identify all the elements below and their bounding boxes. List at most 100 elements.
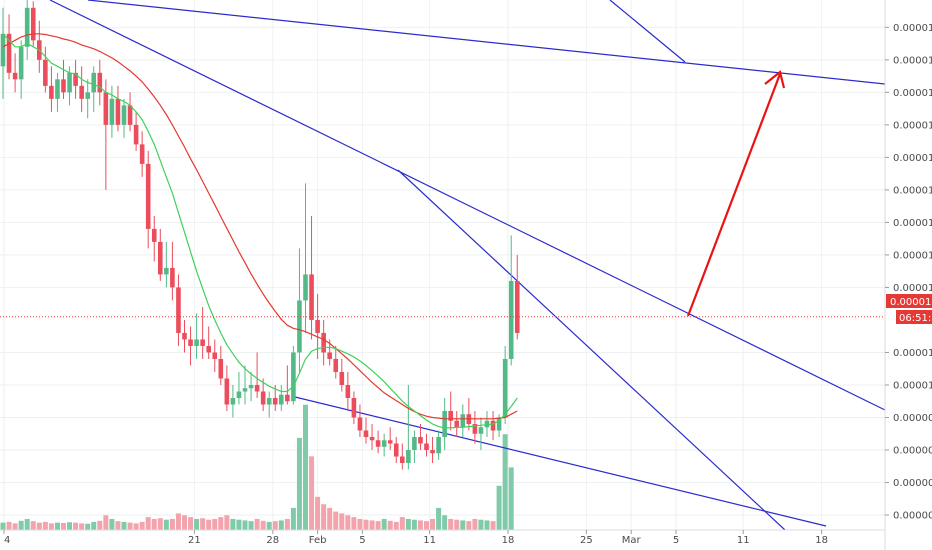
candle-body [254, 384, 260, 392]
candle-body [375, 440, 381, 447]
volume-bar [0, 522, 6, 530]
volume-bar [417, 520, 423, 530]
candle-body [490, 420, 496, 431]
candle [182, 319, 187, 353]
volume-bar [411, 519, 417, 530]
volume-bar [224, 515, 230, 530]
candle [351, 391, 357, 424]
candle [472, 410, 478, 444]
candle [400, 443, 405, 470]
upper-channel-line[interactable] [87, 0, 885, 85]
volume-bar [284, 518, 290, 530]
falling-wedge-line[interactable] [397, 169, 786, 530]
volume-bar [393, 521, 399, 530]
candle-body [103, 92, 109, 125]
candle-body [109, 98, 115, 125]
candle-body [272, 397, 278, 405]
candle-body [387, 440, 393, 444]
candle [176, 274, 181, 346]
candle-body [424, 443, 429, 451]
volume-bar [484, 520, 490, 530]
volume-bar [357, 518, 363, 530]
volume-bar [303, 404, 308, 530]
volume-bar [48, 523, 54, 530]
candle [224, 365, 230, 411]
candle-body [151, 228, 157, 242]
candle [291, 345, 296, 405]
y-tick-label: 0.00000800 [893, 511, 932, 522]
volume-bar [218, 517, 224, 530]
y-tick-label: 0.00001150 [893, 283, 932, 294]
volume-bar [508, 467, 514, 530]
candle [24, 0, 30, 60]
candle-body [79, 85, 84, 99]
candle-body [339, 371, 345, 385]
x-tick-label: 5 [673, 535, 679, 546]
candle-body [115, 98, 121, 125]
candle-body [266, 397, 272, 405]
x-tick-label: 18 [815, 535, 828, 546]
candle [30, 1, 36, 47]
candle [170, 241, 175, 301]
candle-body [327, 352, 332, 359]
candle-body [400, 456, 405, 464]
current-price-tag: 0.00001105 06:51:12 [886, 294, 932, 324]
arc-line[interactable] [609, 0, 686, 63]
volume-bar [478, 519, 484, 530]
candle-body [182, 332, 187, 340]
candle-body [369, 437, 375, 441]
main-descending-resistance[interactable] [49, 0, 885, 411]
x-tick-label: 28 [266, 535, 279, 546]
candle-body [6, 33, 12, 73]
volume-bar [121, 521, 127, 530]
volume-bar [369, 520, 375, 530]
trend-lines [49, 0, 885, 530]
y-tick-label: 0.00001350 [893, 153, 932, 164]
candle-body [61, 79, 66, 93]
lower-channel-line[interactable] [294, 396, 827, 527]
x-tick-label: 11 [737, 535, 750, 546]
candle [442, 397, 447, 451]
y-tick-label: 0.00001500 [893, 55, 932, 66]
volume-bar [248, 521, 254, 530]
candle [484, 410, 490, 438]
candle-body [194, 339, 199, 346]
volume-bar [381, 518, 387, 530]
y-tick-label: 0.00000850 [893, 478, 932, 489]
candle-body [508, 280, 514, 359]
candle [127, 92, 133, 132]
candle-body [357, 417, 363, 431]
candle-body [484, 420, 490, 428]
volume-bar [430, 518, 436, 530]
candle [339, 358, 345, 392]
candle-body [133, 124, 139, 145]
volume-bar [266, 521, 272, 530]
candles [0, 0, 520, 470]
candle-body [176, 287, 181, 333]
candle [406, 384, 411, 470]
y-axis[interactable]: 0.00001550 0.00001500 0.00001450 0.00001400… [885, 23, 932, 522]
volume-bar [24, 518, 30, 530]
candle-body [496, 417, 502, 431]
volume-bar [109, 518, 115, 530]
countdown-timer: 06:51:12 [899, 313, 932, 324]
candle [393, 437, 399, 464]
volume-bar [163, 519, 169, 530]
candle [218, 345, 224, 385]
candle-body [170, 267, 175, 288]
volume-bar [206, 519, 212, 530]
candle [236, 371, 242, 405]
volume-bar [436, 507, 442, 530]
candle-body [430, 450, 435, 454]
candle-body [345, 384, 351, 398]
volume-bar [351, 517, 357, 530]
x-axis[interactable]: 4 21 28 Feb 5 11 18 25 Mar 5 11 18 [3, 530, 828, 546]
candle [18, 40, 24, 99]
projection-arrow[interactable] [686, 73, 782, 317]
candle [145, 150, 151, 249]
candle [363, 417, 369, 444]
candle-body [363, 430, 369, 438]
candle [502, 345, 508, 424]
volume-bar [309, 456, 315, 530]
y-tick-label: 0.00000950 [893, 413, 932, 424]
